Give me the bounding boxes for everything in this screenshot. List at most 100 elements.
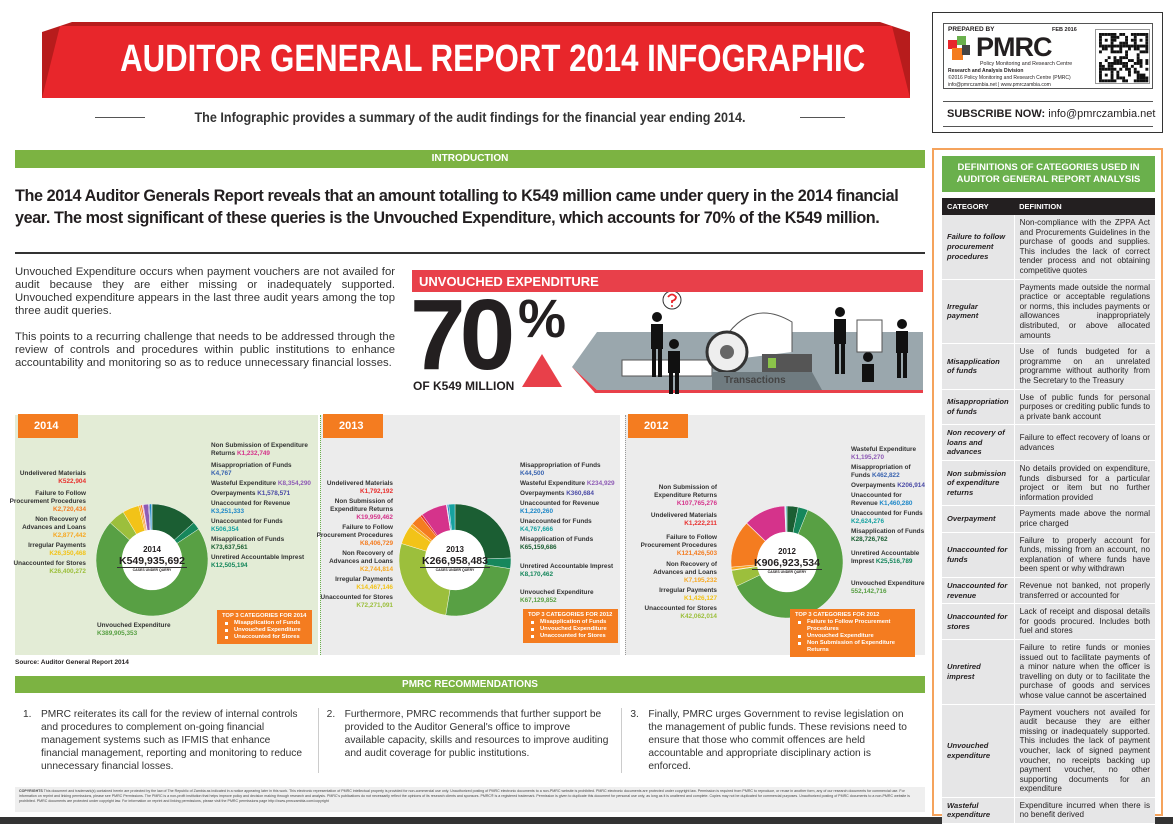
top3-item: Unaccounted for Stores — [222, 634, 307, 641]
segment-name: Non Submission of Expenditure Returns — [211, 442, 308, 457]
pmrc-info-box: PREPARED BY FEB 2016 PMRC Policy Monitor… — [932, 12, 1163, 133]
year-tab-2014: 2014 — [18, 414, 78, 438]
segment-label-misapplication: Misapplication of Funds K65,159,686 — [520, 536, 620, 552]
segment-name: Unaccounted for Revenue — [211, 500, 291, 507]
segment-name: Unaccounted for Stores — [320, 594, 393, 601]
recommendation-text: Furthermore, PMRC recommends that furthe… — [344, 709, 609, 759]
segment-value: K360,684 — [566, 490, 594, 497]
segment-name: Overpayments — [211, 490, 256, 497]
segment-label-wasteful: Wasteful Expenditure K8,354,290 — [211, 480, 311, 488]
segment-label-nonrecovery: Non Recovery of Advances and Loans K2,87… — [8, 516, 86, 540]
definition-category: Unaccounted for revenue — [942, 577, 1015, 605]
recommendation-item: 2. Furthermore, PMRC recommends that furt… — [319, 708, 623, 773]
segment-label-nonsubmission: Non Submission of Expenditure Returns K1… — [639, 484, 717, 508]
segment-label-misappropriation: Misappropriation of Funds K44,500 — [520, 462, 620, 478]
segment-value: 552,142,716 — [851, 588, 887, 595]
definition-text: Failure to retire funds or monies issued… — [1014, 639, 1155, 705]
explanation-paragraph: This points to a recurring challenge tha… — [15, 331, 395, 369]
top3-item: Unaccounted for Stores — [528, 633, 613, 640]
definition-row: Wasteful expenditure Expenditure incurred… — [942, 797, 1155, 824]
donut-center-label: 2013 K266,958,483 CASES UNDER QUERY — [420, 545, 490, 573]
definition-row: Non submission of expenditure returns No … — [942, 460, 1155, 507]
donut-center-label: 2014 K549,935,692 CASES UNDER QUERY — [117, 545, 187, 573]
divider — [943, 126, 1153, 127]
segment-name: Irregular Payments — [28, 542, 86, 549]
top3-box: TOP 3 CATEGORIES FOR 2014 Misapplication … — [217, 610, 312, 644]
segment-value: K389,905,353 — [97, 630, 138, 637]
pmrc-logo-text: PMRC — [976, 32, 1052, 62]
report-date: FEB 2016 — [1052, 27, 1077, 33]
segment-label-nonsubmission: Non Submission of Expenditure Returns K1… — [315, 498, 393, 522]
unvouched-caption: OF K549 MILLION — [413, 379, 515, 393]
center-caption: CASES UNDER QUERY — [435, 568, 475, 572]
copyright-text: This document and trademark(s) contained… — [19, 789, 910, 803]
qr-code-icon[interactable] — [1095, 29, 1150, 84]
top3-title: TOP 3 CATEGORIES FOR 2014 — [222, 613, 307, 619]
divider — [943, 101, 1153, 102]
segment-label-misappropriation: Misappropriation of Funds K4,767 — [211, 462, 311, 478]
segment-label-stores: Unaccounted for Stores K42,062,014 — [639, 605, 717, 621]
segment-value: K19,959,462 — [356, 514, 393, 521]
segment-name: Failure to Follow Procurement Procedures — [640, 534, 717, 549]
segment-name: Misapplication of Funds — [211, 536, 285, 543]
segment-label-funds: Unaccounted for Funds K4,767,666 — [520, 518, 620, 534]
donut-chart-2013 — [399, 504, 511, 616]
recommendation-item: 1. PMRC reiterates its call for the revie… — [15, 708, 319, 773]
definition-row: Misappropriation of funds Use of public f… — [942, 389, 1155, 426]
segment-value: K1,460,280 — [879, 500, 913, 507]
segment-name: Undelivered Materials — [650, 512, 717, 519]
definitions-heading: DEFINITIONS OF CATEGORIES USED IN AUDITO… — [942, 156, 1155, 192]
definition-text: Non-compliance with the ZPPA Act and Pro… — [1014, 215, 1155, 280]
segment-name: Wasteful Expenditure — [520, 480, 586, 487]
segment-name: Unvouched Expenditure — [97, 622, 171, 629]
definition-row: Misapplication of funds Use of funds budg… — [942, 343, 1155, 390]
definition-category: Unaccounted for stores — [942, 603, 1015, 640]
segment-value: K1,220,260 — [520, 508, 554, 515]
segment-name: Unvouched Expenditure — [520, 589, 594, 596]
definition-text: Use of public funds for personal purpose… — [1014, 389, 1155, 426]
segment-label-irregular: Irregular Payments K26,350,468 — [8, 542, 86, 558]
segment-value: K2,720,434 — [52, 506, 86, 513]
copyright-notice: COPYRIGHTS This document and trademark(s… — [15, 787, 925, 812]
segment-value: K121,426,503 — [676, 550, 717, 557]
segment-value: K14,467,146 — [356, 584, 393, 591]
top3-title: TOP 3 CATEGORIES FOR 2012 — [795, 612, 880, 618]
recommendation-text: PMRC reiterates its call for the review … — [41, 709, 303, 772]
donut-hole — [425, 530, 485, 590]
segment-label-wasteful: Wasteful Expenditure K1,195,270 — [851, 446, 925, 462]
prepared-by-label: PREPARED BY — [948, 26, 995, 33]
unvouched-heading-bar: UNVOUCHED EXPENDITURE — [412, 270, 923, 292]
definition-category: Misapplication of funds — [942, 343, 1015, 390]
explanation-paragraph: Unvouched Expenditure occurs when paymen… — [15, 266, 395, 317]
definition-row: Unaccounted for revenue Revenue not banke… — [942, 577, 1155, 605]
segment-name: Misapplication of Funds — [520, 536, 594, 543]
segment-name: Unaccounted for Stores — [644, 605, 717, 612]
segment-label-revenue: Unaccounted for Revenue K3,251,333 — [211, 500, 311, 516]
segment-name: Unaccounted for Funds — [520, 518, 592, 525]
page-title: AUDITOR GENERAL REPORT 2014 INFOGRAPHIC — [120, 38, 866, 80]
unvouched-heading: UNVOUCHED EXPENDITURE — [419, 274, 599, 289]
definition-category: Non recovery of loans and advances — [942, 424, 1015, 462]
segment-value: K26,400,272 — [49, 568, 86, 575]
donut-chart-2012 — [731, 506, 843, 618]
unvouched-percent: 70 — [410, 279, 515, 391]
recommendation-number: 1. — [23, 709, 32, 720]
segment-name: Non Submission of Expenditure Returns — [654, 484, 717, 499]
segment-name: Misapplication of Funds — [851, 528, 925, 535]
segment-name: Misappropriation of Funds — [851, 464, 911, 479]
segment-value: K1,232,749 — [236, 450, 270, 457]
top3-item: Unvouched Expenditure — [222, 627, 307, 634]
definitions-table: CATEGORY DEFINITION Failure to follow pro… — [942, 198, 1155, 824]
segment-value: K522,904 — [58, 478, 86, 485]
donut-hole — [122, 530, 182, 590]
copyright-line: ©2016 Policy Monitoring and Research Cen… — [948, 75, 1071, 81]
segment-value: K1,426,127 — [683, 595, 717, 602]
segment-label-failure: Failure to Follow Procurement Procedures… — [639, 534, 717, 558]
definition-row: Non recovery of loans and advances Failur… — [942, 424, 1155, 462]
segment-label-irregular: Irregular Payments K14,467,146 — [315, 576, 393, 592]
segment-name: Wasteful Expenditure — [211, 480, 277, 487]
top3-item: Unvouched Expenditure — [528, 626, 613, 633]
subscribe-email-link[interactable]: info@pmrczambia.net — [1048, 108, 1156, 120]
definition-row: Irregular payment Payments made outside t… — [942, 279, 1155, 345]
segment-label-unvouched: Unvouched Expenditure K389,905,353 — [97, 622, 209, 638]
